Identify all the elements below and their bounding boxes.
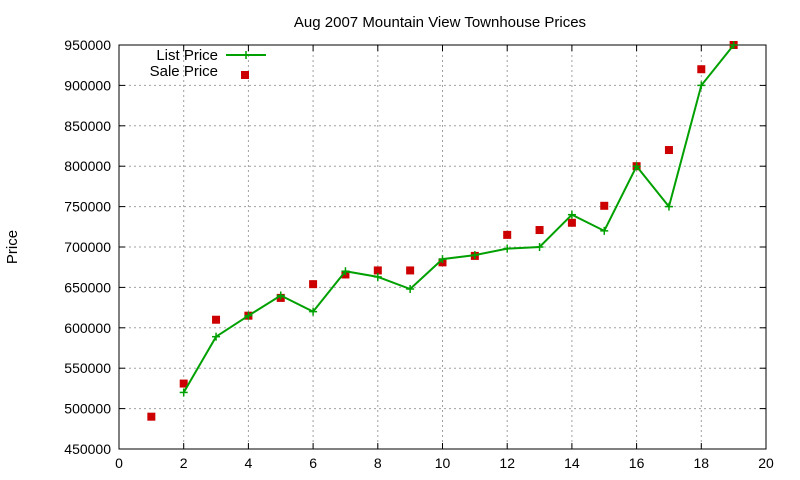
legend-label: List Price bbox=[156, 47, 218, 64]
sale-price-point bbox=[147, 412, 156, 421]
list-price-point bbox=[309, 307, 318, 316]
list-price-point bbox=[212, 332, 221, 341]
list-price-point bbox=[244, 311, 253, 320]
list-price-point bbox=[438, 255, 447, 264]
sale-price-point bbox=[503, 230, 512, 239]
sale-price-point bbox=[373, 266, 382, 275]
x-tick-label: 8 bbox=[374, 455, 382, 471]
x-tick-label: 4 bbox=[245, 455, 253, 471]
plot-frame bbox=[118, 44, 767, 450]
list-price-line bbox=[182, 44, 735, 393]
grid-lines bbox=[119, 45, 766, 449]
sale-price-point bbox=[406, 266, 415, 275]
sale-price-point bbox=[600, 201, 609, 210]
list-price-point bbox=[406, 285, 415, 294]
legend-sale-price-swatch bbox=[241, 71, 249, 79]
sale-price-point bbox=[212, 315, 221, 324]
sale-price-point bbox=[664, 146, 673, 155]
axis-ticks: 0 2 4 6 8 10 12 14 16 18 20 450000 500000 550000 60000… bbox=[64, 37, 774, 471]
y-tick-label: 950000 bbox=[64, 37, 111, 53]
x-tick-label: 16 bbox=[629, 455, 645, 471]
y-axis-label: Price bbox=[4, 230, 21, 264]
list-price-point bbox=[503, 244, 512, 253]
x-tick-label: 18 bbox=[694, 455, 710, 471]
list-price-point bbox=[470, 251, 479, 260]
x-tick-label: 0 bbox=[115, 455, 123, 471]
series-layer bbox=[147, 41, 738, 421]
list-price-point bbox=[179, 388, 188, 397]
list-price-point bbox=[697, 81, 706, 90]
list-price-point bbox=[276, 291, 285, 300]
y-tick-label: 650000 bbox=[64, 279, 111, 295]
y-tick-label: 850000 bbox=[64, 118, 111, 134]
list-price-point bbox=[664, 202, 673, 211]
list-price-point bbox=[341, 267, 350, 276]
x-tick-label: 10 bbox=[435, 455, 451, 471]
sale-price-point bbox=[179, 379, 188, 388]
list-price-point bbox=[632, 162, 641, 171]
y-tick-label: 600000 bbox=[64, 320, 111, 336]
legend-list-price-marker bbox=[242, 51, 250, 59]
y-tick-label: 450000 bbox=[64, 441, 111, 457]
x-tick-label: 14 bbox=[564, 455, 580, 471]
y-tick-label: 750000 bbox=[64, 199, 111, 215]
chart-title: Aug 2007 Mountain View Townhouse Prices bbox=[294, 14, 586, 31]
series-list-price bbox=[179, 41, 738, 397]
y-tick-label: 550000 bbox=[64, 360, 111, 376]
list-price-point bbox=[567, 210, 576, 219]
list-price-point bbox=[600, 226, 609, 235]
list-price-point bbox=[729, 41, 738, 49]
sale-price-point bbox=[567, 218, 576, 227]
y-tick-label: 700000 bbox=[64, 239, 111, 255]
x-tick-label: 12 bbox=[499, 455, 515, 471]
y-tick-label: 800000 bbox=[64, 158, 111, 174]
y-tick-label: 500000 bbox=[64, 401, 111, 417]
x-tick-label: 6 bbox=[309, 455, 317, 471]
x-tick-label: 20 bbox=[758, 455, 774, 471]
list-price-point bbox=[373, 272, 382, 281]
sale-price-point bbox=[535, 226, 544, 235]
y-tick-label: 900000 bbox=[64, 77, 111, 93]
sale-price-point bbox=[697, 65, 706, 74]
legend-label: Sale Price bbox=[150, 63, 218, 80]
list-price-point bbox=[535, 243, 544, 251]
sale-price-point bbox=[309, 280, 318, 289]
x-tick-label: 2 bbox=[180, 455, 188, 471]
